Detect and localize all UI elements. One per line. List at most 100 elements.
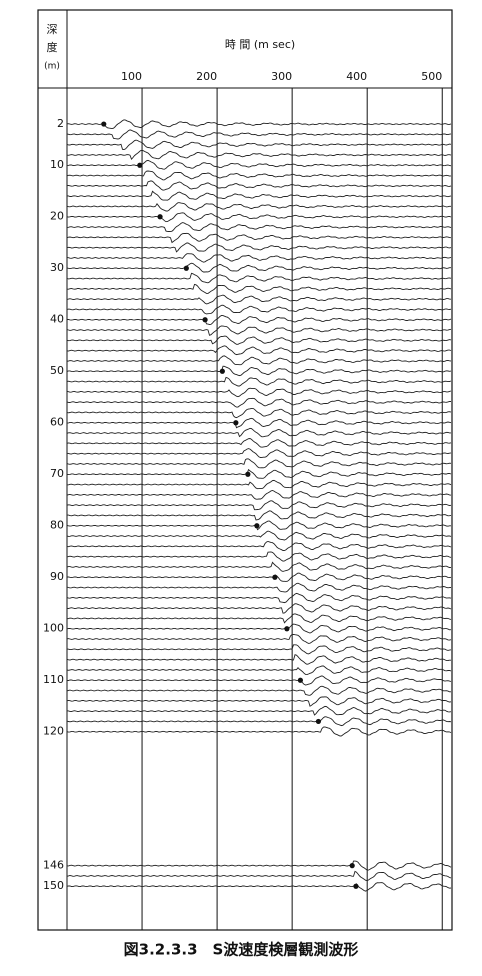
y-axis-label: 度 [47,40,58,54]
trace [66,149,452,161]
trace [66,407,452,419]
arrival-pick [183,265,189,271]
trace [66,561,452,572]
frame [37,9,453,931]
arrival-pick [101,121,107,127]
trace [66,665,452,676]
trace [66,675,452,686]
y-tick-label: 150 [43,879,64,892]
arrival-pick [284,626,290,632]
trace [66,448,452,458]
trace [66,685,451,696]
trace [66,468,452,479]
chart-title: 図3.2.3.3 S波速度検層観測波形 [124,941,359,959]
y-tick-label: 90 [50,570,64,583]
trace [66,315,452,325]
trace [66,882,452,892]
trace [66,572,452,582]
trace [66,726,452,737]
trace [66,335,452,345]
trace [66,253,452,263]
trace [66,272,452,284]
trace [66,355,452,366]
trace [66,870,452,882]
y-tick-label: 30 [50,261,64,274]
trace [66,654,451,665]
y-tick-label: 70 [50,467,64,480]
trace [66,397,452,408]
trace [66,592,452,604]
trace [66,180,452,191]
trace [66,170,452,181]
trace [67,283,452,294]
trace [66,294,452,305]
trace [66,500,452,511]
trace [66,520,451,531]
trace [66,417,452,429]
trace [67,860,452,871]
trace [66,427,451,438]
trace [66,262,451,273]
trace [66,365,452,377]
x-tick-label: 100 [121,70,142,83]
arrival-pick [202,317,208,323]
trace [66,325,452,336]
y-tick-label: 110 [43,673,64,686]
trace [66,541,452,552]
arrival-pick [233,420,239,426]
y-tick-label: 100 [43,622,64,635]
arrival-pick [315,718,322,725]
trace [66,716,452,727]
trace [66,479,452,490]
trace [66,458,452,469]
arrival-pick [353,883,359,889]
arrival-pick [157,214,163,220]
trace [66,644,452,655]
x-tick-label: 300 [271,70,292,83]
arrival-pick [219,368,225,374]
trace [66,202,451,212]
y-tick-label: 146 [43,859,64,872]
trace [66,222,452,233]
trace [66,696,452,707]
x-tick-label: 400 [346,70,367,83]
x-tick-label: 200 [196,70,217,83]
arrival-pick [349,863,355,869]
y-tick-label: 60 [50,416,64,429]
trace [66,613,452,624]
y-axis-label: 深 [47,23,58,36]
trace [66,119,452,130]
trace [66,376,452,387]
y-tick-label: 80 [50,519,64,532]
trace [66,490,452,500]
trace [66,129,452,140]
trace [66,190,452,201]
y-tick-label: 120 [43,725,64,738]
trace [66,242,452,253]
trace [66,551,452,562]
trace [66,633,452,644]
trace [66,139,452,150]
trace [66,387,452,398]
x-axis-label: 時 間 (m sec) [225,38,295,51]
trace [66,530,452,541]
arrival-pick [245,471,251,477]
y-axis-label: (m) [44,62,60,72]
y-tick-label: 40 [50,313,64,326]
arrival-pick [137,162,143,168]
arrival-pick [272,574,278,580]
y-tick-label: 2 [57,117,64,130]
trace [66,603,452,614]
trace [66,212,452,223]
trace [66,232,452,244]
arrival-pick [297,677,304,683]
y-tick-label: 20 [50,210,64,223]
trace [66,582,452,593]
y-tick-label: 10 [50,158,64,171]
trace [66,438,452,448]
trace [67,510,452,521]
trace [66,623,452,634]
y-tick-label: 50 [50,364,64,377]
trace [66,345,452,356]
